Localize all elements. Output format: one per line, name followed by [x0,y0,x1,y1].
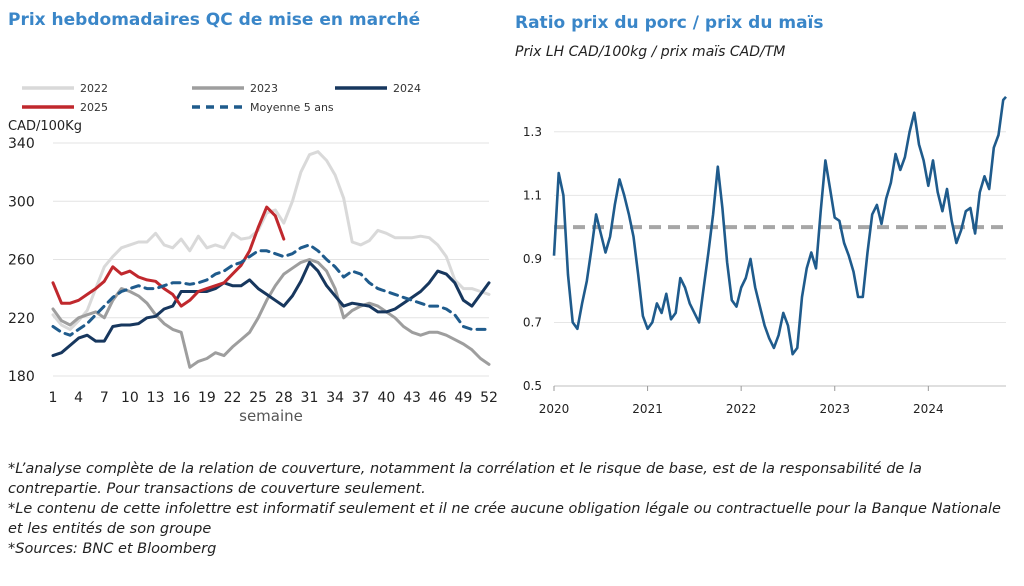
footnote-1: *L’analyse complète de la relation de co… [8,461,922,497]
x-tick-label: 34 [326,390,344,406]
series-line [51,205,286,308]
x-axis-label: semaine [239,407,303,425]
x-tick-label: 1 [49,390,58,406]
weekly-price-chart: 180 220 260 300 340 1 4 7 10 13 16 19 22 25 28 31 34 37 40… [8,82,498,425]
y-tick-label: 300 [8,194,35,210]
x-tick-label: 10 [121,390,139,406]
legend-label: Moyenne 5 ans [250,101,334,114]
x-tick-label: 4 [74,390,83,406]
x-tick-label: 31 [301,390,319,406]
x-tick-label: 37 [352,390,370,406]
y-tick-label: 180 [8,369,35,385]
y-tick-label: 0.7 [523,315,542,329]
x-tick-label: 43 [403,390,421,406]
x-tick-label: 16 [172,390,190,406]
legend-label: 2022 [80,82,108,95]
series-line [51,243,491,337]
x-tick-label: 2022 [726,402,757,416]
x-tick-label: 52 [480,390,498,406]
right-chart-title: Ratio prix du porc / prix du maïs [515,13,824,33]
x-tick-label: 7 [100,390,109,406]
x-tick-label: 19 [198,390,216,406]
legend-label: 2023 [250,82,278,95]
x-tick-label: 40 [377,390,395,406]
legend-label: 2024 [393,82,421,95]
x-tick-label: 13 [147,390,165,406]
y-tick-label: 260 [8,253,35,269]
y-tick-label: 1.3 [523,125,542,139]
x-tick-label: 2021 [632,402,663,416]
hog-corn-ratio-chart: 0.5 0.7 0.9 1.1 1.3 2020 2021 2022 2023 2024 [523,95,1007,416]
x-tick-label: 25 [249,390,267,406]
x-tick-label: 22 [224,390,242,406]
series-line [51,260,491,358]
y-axis-label: CAD/100Kg [8,119,82,134]
x-tick-label: 2024 [913,402,944,416]
y-tick-label: 0.5 [523,379,542,393]
legend-label: 2025 [80,101,108,114]
y-tick-label: 220 [8,311,35,327]
footnote-3: *Sources: BNC et Bloomberg [8,541,217,557]
x-tick-label: 49 [454,390,472,406]
x-tick-label: 46 [429,390,447,406]
x-tick-label: 2020 [539,402,570,416]
y-tick-label: 1.1 [523,188,542,202]
footnotes: *L’analyse complète de la relation de co… [8,459,1008,559]
right-chart-subtitle: Prix LH CAD/100kg / prix maïs CAD/TM [515,44,786,60]
left-chart-title: Prix hebdomadaires QC de mise en marché [8,10,421,30]
x-tick-label: 2023 [819,402,850,416]
y-tick-label: 340 [8,136,35,152]
y-tick-label: 0.9 [523,252,542,266]
ratio-series-line [552,95,1007,356]
series-line [51,258,491,369]
footnote-2: *Le contenu de cette infolettre est info… [8,501,1001,537]
x-tick-label: 28 [275,390,293,406]
